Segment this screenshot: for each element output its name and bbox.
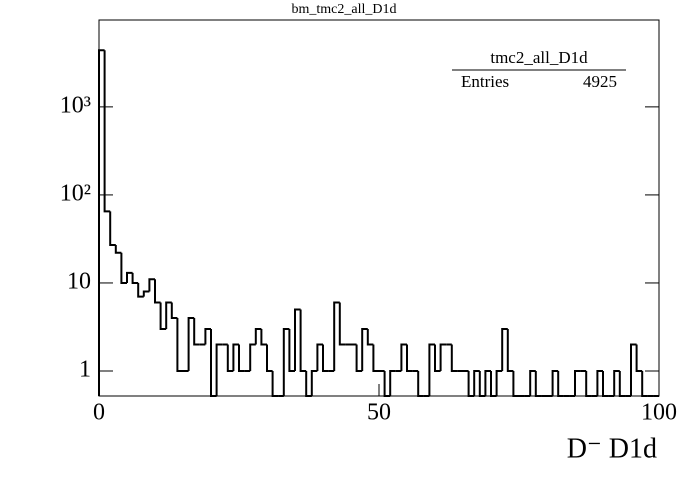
histogram-bin bbox=[282, 327, 290, 396]
histogram-bin bbox=[534, 370, 542, 397]
histogram-bin bbox=[512, 370, 519, 397]
histogram-bin bbox=[131, 272, 139, 284]
histogram-bin bbox=[204, 327, 211, 345]
histogram-bin bbox=[473, 369, 480, 396]
x-axis-label: D⁻ D1d bbox=[567, 433, 657, 464]
histogram-bin bbox=[333, 301, 340, 371]
y-tick-label: 10 bbox=[67, 268, 91, 294]
histogram-bin bbox=[165, 301, 172, 329]
histogram-bin bbox=[495, 369, 503, 396]
histogram-bin bbox=[193, 317, 200, 346]
histogram-bin bbox=[322, 344, 329, 372]
histogram-bin bbox=[490, 370, 497, 397]
y-tick-label: 10² bbox=[60, 180, 91, 206]
stats-value: 4925 bbox=[583, 72, 617, 91]
histogram-bin bbox=[428, 343, 435, 396]
histogram-bin bbox=[238, 344, 245, 372]
histogram-bin bbox=[142, 290, 150, 297]
chart-title: bm_tmc2_all_D1d bbox=[292, 2, 397, 17]
histogram-bin bbox=[299, 309, 307, 372]
x-tick-label: 50 bbox=[367, 400, 391, 426]
histogram-bin bbox=[366, 328, 374, 346]
x-tick-label: 0 bbox=[93, 400, 105, 426]
stats-label: Entries bbox=[461, 72, 509, 91]
histogram-bin bbox=[316, 343, 323, 371]
histogram-bin bbox=[372, 344, 379, 372]
histogram-bin bbox=[450, 344, 458, 372]
histogram-bin bbox=[406, 344, 413, 372]
histogram-bin bbox=[226, 344, 234, 372]
histogram-bin bbox=[98, 49, 105, 396]
histogram-bin bbox=[434, 344, 441, 372]
histogram-bin bbox=[294, 308, 301, 371]
histogram-bin bbox=[126, 271, 133, 283]
histogram-bin bbox=[389, 369, 396, 396]
histogram-bin bbox=[618, 370, 626, 397]
histogram-bin bbox=[383, 370, 391, 397]
histogram-bin bbox=[439, 343, 447, 371]
y-tick-label: 1 bbox=[79, 356, 91, 382]
histogram-bin bbox=[176, 317, 183, 372]
histogram-bin bbox=[613, 369, 620, 396]
histogram-bin bbox=[478, 370, 486, 397]
histogram-bin bbox=[266, 344, 273, 372]
histogram-bin bbox=[114, 244, 122, 254]
histogram-bin bbox=[103, 50, 111, 213]
histogram-bin bbox=[154, 279, 161, 304]
histogram-bin bbox=[417, 370, 424, 397]
histogram-bin bbox=[585, 370, 592, 397]
histogram-bin bbox=[120, 252, 127, 284]
histogram-bin bbox=[187, 316, 195, 371]
histogram-bin bbox=[355, 344, 363, 372]
histogram-bin bbox=[602, 370, 609, 397]
histogram-bin bbox=[506, 328, 514, 372]
histogram-bin bbox=[260, 328, 267, 346]
y-tick-label: 10³ bbox=[60, 92, 91, 118]
histogram-bin bbox=[232, 343, 239, 371]
histogram-bin bbox=[596, 369, 603, 396]
stats-title: tmc2_all_D1d bbox=[490, 48, 588, 67]
histogram-bin bbox=[574, 369, 581, 396]
histogram-bin bbox=[551, 369, 559, 396]
x-tick-label: 100 bbox=[641, 400, 677, 426]
histogram-bin bbox=[215, 343, 223, 396]
histogram-bin bbox=[529, 369, 536, 396]
histogram-bin bbox=[310, 369, 318, 396]
histogram-bin bbox=[210, 328, 217, 397]
histogram-bin bbox=[361, 327, 368, 371]
histogram-bin bbox=[249, 343, 256, 371]
histogram-bin bbox=[635, 344, 643, 372]
histogram-bin bbox=[338, 302, 346, 346]
histogram-bin bbox=[400, 343, 407, 371]
histogram-bin bbox=[109, 211, 116, 246]
histogram-bin bbox=[501, 327, 508, 371]
histogram-bin bbox=[137, 282, 144, 298]
histogram-bin bbox=[170, 302, 178, 319]
histogram-bin bbox=[148, 278, 155, 292]
histogram-bin bbox=[159, 302, 167, 330]
histogram-bin bbox=[630, 343, 637, 396]
histogram-bin bbox=[484, 369, 491, 396]
histogram-bin bbox=[271, 370, 279, 397]
histogram-bin bbox=[254, 327, 262, 345]
histogram-bin bbox=[641, 370, 648, 397]
histogram-bin bbox=[305, 370, 312, 397]
histogram-bin bbox=[467, 370, 475, 397]
histogram-bin bbox=[288, 328, 295, 372]
histogram-bin bbox=[557, 370, 564, 397]
